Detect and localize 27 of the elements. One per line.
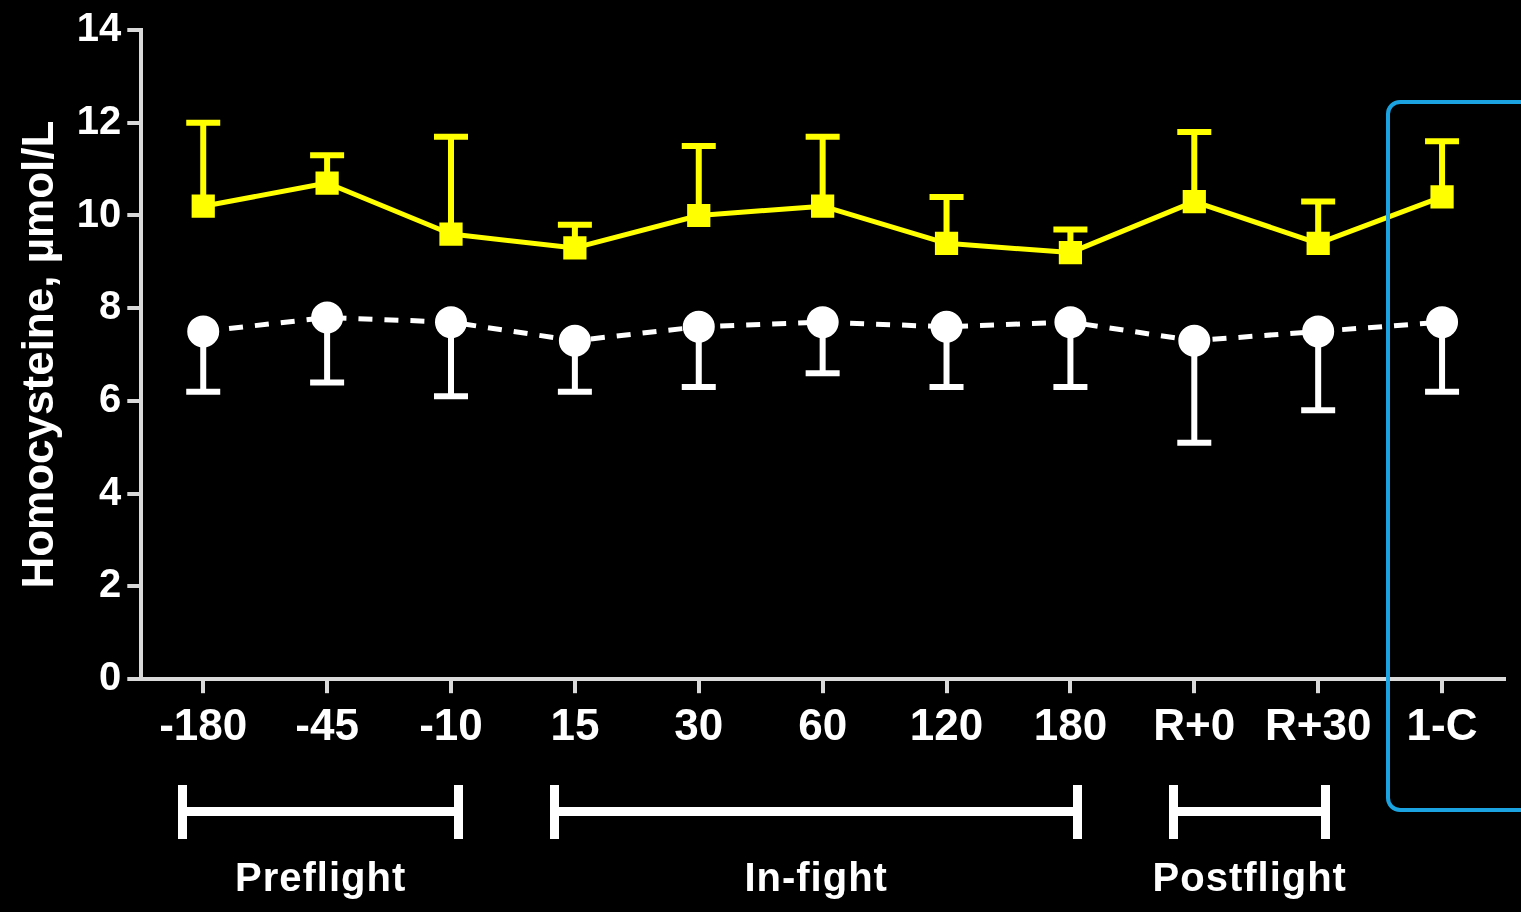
point xyxy=(439,222,463,246)
y-axis-title: Homocysteine, µmol/L xyxy=(12,120,62,589)
text: Preflight xyxy=(234,855,407,900)
x-tick-label: 15 xyxy=(550,699,600,749)
y-tick-label: 10 xyxy=(76,190,122,235)
x-tick-label: -180 xyxy=(159,699,248,749)
y-tick-label: 4 xyxy=(99,468,123,513)
y-tick-label: 12 xyxy=(76,97,122,142)
x-tick-label: 1-C xyxy=(1406,699,1478,749)
x-tick-label: 120 xyxy=(909,699,984,749)
x-tick-label: 60 xyxy=(798,699,848,749)
text: In-fight xyxy=(744,855,888,900)
point xyxy=(563,236,587,260)
text: Postflight xyxy=(1152,855,1347,900)
point xyxy=(315,171,339,195)
x-tick-label: R+30 xyxy=(1264,699,1372,749)
x-tick-label: R+0 xyxy=(1153,699,1236,749)
y-tick-label: 14 xyxy=(76,5,123,50)
y-tick-label: 6 xyxy=(99,376,122,420)
y-tick-label: 2 xyxy=(99,561,122,606)
x-tick-label: -10 xyxy=(419,699,483,749)
x-tick-label: 30 xyxy=(674,699,724,749)
point xyxy=(1430,185,1454,209)
y-tick-label: 8 xyxy=(99,283,122,328)
x-tick-label: -45 xyxy=(295,699,359,749)
y-tick-label: 0 xyxy=(99,654,122,699)
x-tick-label: 180 xyxy=(1033,699,1108,749)
